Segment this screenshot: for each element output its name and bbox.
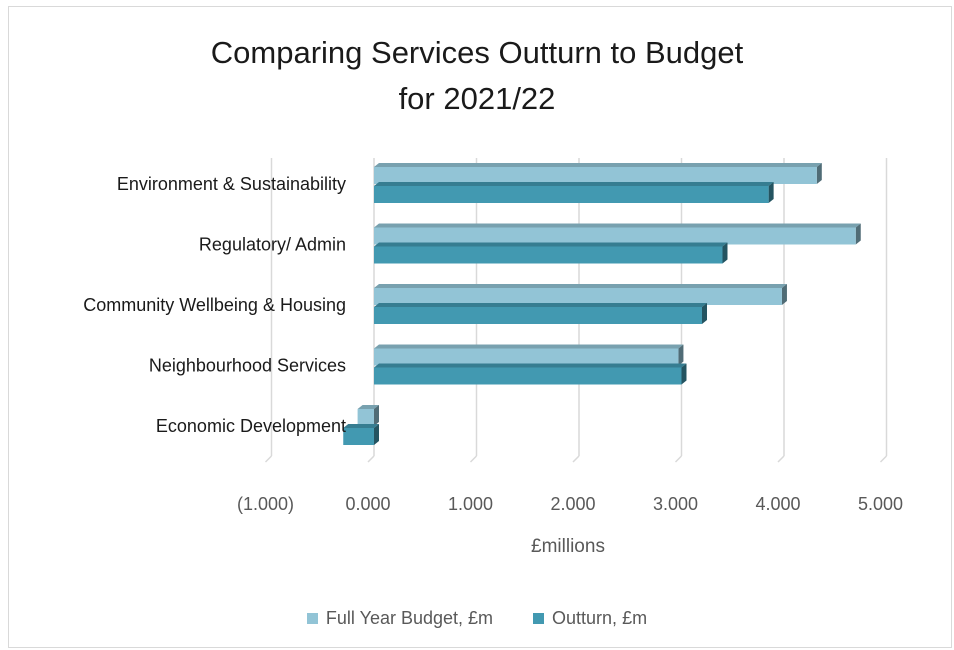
legend-swatch-outturn [533,612,545,624]
bar-top-face [374,242,728,247]
x-tick-label: 4.000 [755,494,800,514]
chart-title: Comparing Services Outturn to Budget for… [0,30,954,122]
bar-top-face [374,303,707,307]
gridline-floor [367,455,375,463]
bar-top-face [357,405,379,409]
x-tick-label: 2.000 [550,494,595,514]
gridline-floor [469,455,478,463]
gridline-floor [264,455,273,463]
bar-top-face [374,344,684,349]
x-tick-label: 3.000 [653,494,698,514]
bar [374,246,723,264]
bar-side-face [781,284,787,305]
bar [374,288,782,305]
x-axis-title: £millions [531,536,605,557]
bar-side-face [768,182,774,203]
gridline-floor [572,455,580,463]
bar-side-face [855,223,861,245]
x-tick-label: (1.000) [237,494,294,514]
legend-label-budget: Full Year Budget, £m [325,607,494,628]
category-label: Community Wellbeing & Housing [83,295,346,315]
x-tick-label: 1.000 [448,494,493,514]
bar-side-face [816,163,822,184]
legend: Full Year Budget, £m Outturn, £m [0,606,954,630]
gridline-floor [674,455,683,463]
gridline-floor [777,455,785,463]
bar [374,307,702,324]
legend-label-outturn: Outturn, £m [552,607,648,628]
bar-side-face [702,303,707,324]
bar-top-face [374,223,861,228]
bar-side-face [374,424,379,445]
chart-title-line-1: Comparing Services Outturn to Budget [210,35,744,70]
bar [374,367,682,385]
category-label: Regulatory/ Admin [199,235,346,255]
chart-frame [8,6,952,648]
bar-side-face [722,242,728,264]
legend-swatch-budget [306,612,318,624]
bar-side-face [678,344,684,366]
bar-side-face [374,405,379,426]
x-tick-label: 0.000 [345,494,390,514]
bar [374,186,769,203]
chart-title-line-2: for 2021/22 [398,81,556,116]
legend-item-outturn: Outturn, £m [533,608,647,629]
x-tick-label: 5.000 [858,494,903,514]
bar [374,167,817,184]
bar [357,409,374,426]
bar-top-face [374,163,822,167]
bar [374,348,679,366]
legend-item-budget: Full Year Budget, £m [306,607,494,629]
category-label: Environment & Sustainability [117,174,346,194]
category-label: Neighbourhood Services [149,356,346,376]
bar-side-face [681,363,687,385]
bar [374,227,856,245]
category-label: Economic Development [156,416,346,436]
bar-top-face [374,182,774,186]
gridline-floor [879,455,888,463]
bar-top-face [343,424,379,428]
bar [343,428,374,445]
bar-top-face [374,284,787,288]
bar-top-face [374,363,687,368]
